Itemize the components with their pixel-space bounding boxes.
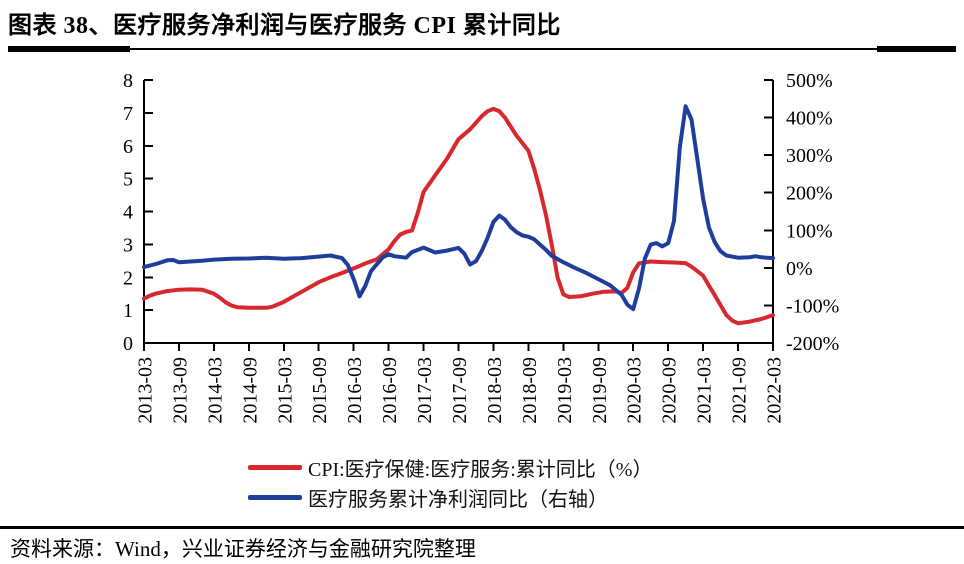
cpi-series-line [142,106,775,326]
page-title: 图表 38、医疗服务净利润与医疗服务 CPI 累计同比 [8,13,561,39]
left-axis-tick-label: 5 [123,169,133,191]
right-axis-tick-label: -200% [786,333,839,355]
legend-item-net-profit: 医疗服务累计净利润同比（右轴） [248,482,652,512]
right-axis-tick-label: 100% [786,220,833,242]
left-axis-tick-label: 7 [123,103,133,125]
x-axis-tick-label: 2021-09 [729,357,751,424]
right-axis-tick-label: 400% [786,108,833,130]
legend-label-net-profit: 医疗服务累计净利润同比（右轴） [308,488,608,511]
x-axis-tick-label: 2019-03 [554,357,576,424]
right-axis-tick-label: 300% [786,145,833,167]
x-axis-tick-label: 2014-09 [239,357,261,424]
x-axis-tick-label: 2015-03 [274,357,296,424]
left-axis-tick-label: 0 [123,333,133,355]
left-axis-tick-label: 4 [123,202,133,224]
x-axis-tick-label: 2014-03 [204,357,226,424]
chart-legend: CPI:医疗保健:医疗服务:累计同比（%） 医疗服务累计净利润同比（右轴） [248,452,652,512]
x-axis-tick-label: 2020-03 [624,357,646,424]
source-note: 资料来源：Wind，兴业证券经济与金融研究院整理 [10,537,476,561]
cpi-line-swatch [248,464,302,470]
net-profit-series-line [142,104,775,312]
x-axis-tick-label: 2016-09 [379,357,401,424]
x-axis-tick-label: 2018-03 [484,357,506,424]
net-profit-line-swatch [248,494,302,500]
right-axis-tick-label: 0% [786,258,813,280]
header-rule-thick-right [877,46,956,52]
left-axis-tick-label: 3 [123,234,133,256]
legend-item-cpi: CPI:医疗保健:医疗服务:累计同比（%） [248,452,652,482]
x-axis-tick-label: 2013-09 [169,357,191,424]
x-axis-tick-label: 2013-03 [135,357,157,424]
legend-label-cpi: CPI:医疗保健:医疗服务:累计同比（%） [308,458,653,481]
left-axis-tick-label: 6 [123,136,133,158]
right-axis-tick-label: 200% [786,183,833,205]
x-axis-tick-label: 2020-09 [659,357,681,424]
left-axis-tick-label: 2 [123,267,133,289]
x-axis-tick-label: 2022-03 [764,357,786,424]
x-axis-tick-label: 2021-03 [694,357,716,424]
footer-rule [0,526,964,529]
x-axis-tick-label: 2018-09 [519,357,541,424]
x-axis-tick-label: 2016-03 [344,357,366,424]
left-axis-tick-label: 1 [123,300,133,322]
x-axis-tick-label: 2017-09 [449,357,471,424]
right-axis-tick-label: 500% [786,70,833,92]
x-axis-tick-label: 2017-03 [414,357,436,424]
x-axis-tick-label: 2019-09 [589,357,611,424]
left-axis-tick-label: 8 [123,70,133,92]
x-axis-tick-label: 2015-09 [309,357,331,424]
header-rule [8,48,956,50]
right-axis-tick-label: -100% [786,295,839,317]
